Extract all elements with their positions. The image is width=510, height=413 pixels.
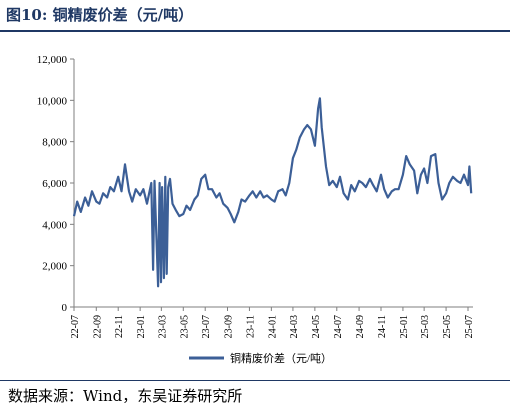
x-tick-label: 22-09 bbox=[92, 315, 103, 338]
y-tick-label: 4,000 bbox=[42, 219, 67, 231]
x-axis: 22-07 22-09 22-11 23-01 23-03 23-05 23-07 23-09… bbox=[70, 306, 475, 338]
x-tick-label: 23-11 bbox=[245, 315, 256, 338]
x-tick-label: 25-03 bbox=[420, 315, 431, 338]
x-tick-label: 23-01 bbox=[136, 315, 147, 338]
x-tick-label: 24-05 bbox=[311, 315, 322, 338]
x-tick-label: 22-11 bbox=[114, 315, 125, 338]
x-tick-label: 24-11 bbox=[377, 315, 388, 338]
title-rule bbox=[0, 30, 510, 32]
y-tick-label: 2,000 bbox=[42, 261, 67, 273]
x-tick-label: 23-03 bbox=[157, 315, 168, 338]
legend-label: 铜精废价差（元/吨） bbox=[230, 351, 332, 365]
x-tick-label: 23-09 bbox=[224, 315, 235, 338]
legend: 铜精废价差（元/吨） bbox=[189, 351, 332, 365]
y-axis: 0 2,000 4,000 6,000 8,000 10,000 12,000 bbox=[37, 54, 75, 314]
x-tick-label: 23-07 bbox=[201, 315, 212, 338]
x-tick-label: 25-01 bbox=[399, 315, 410, 338]
x-tick-label: 24-07 bbox=[333, 315, 344, 338]
y-tick-label: 10,000 bbox=[37, 95, 68, 107]
y-tick-label: 12,000 bbox=[37, 54, 68, 66]
x-tick-label: 25-07 bbox=[464, 315, 475, 338]
series-line bbox=[72, 97, 473, 288]
series bbox=[72, 97, 473, 288]
x-tick-label: 25-05 bbox=[442, 315, 453, 338]
x-tick-label: 24-03 bbox=[289, 315, 300, 338]
y-tick-label: 0 bbox=[62, 302, 68, 314]
y-tick-label: 8,000 bbox=[42, 137, 67, 149]
chart-title: 图10: 铜精废价差（元/吨） bbox=[6, 6, 194, 24]
bottom-rule bbox=[0, 380, 510, 381]
x-tick-label: 22-07 bbox=[70, 315, 81, 338]
y-tick-label: 6,000 bbox=[42, 178, 67, 190]
x-tick-label: 24-01 bbox=[267, 315, 278, 338]
x-tick-label: 23-05 bbox=[179, 315, 190, 338]
x-tick-label: 24-09 bbox=[355, 315, 366, 338]
source-note: 数据来源：Wind，东吴证券研究所 bbox=[8, 387, 243, 405]
